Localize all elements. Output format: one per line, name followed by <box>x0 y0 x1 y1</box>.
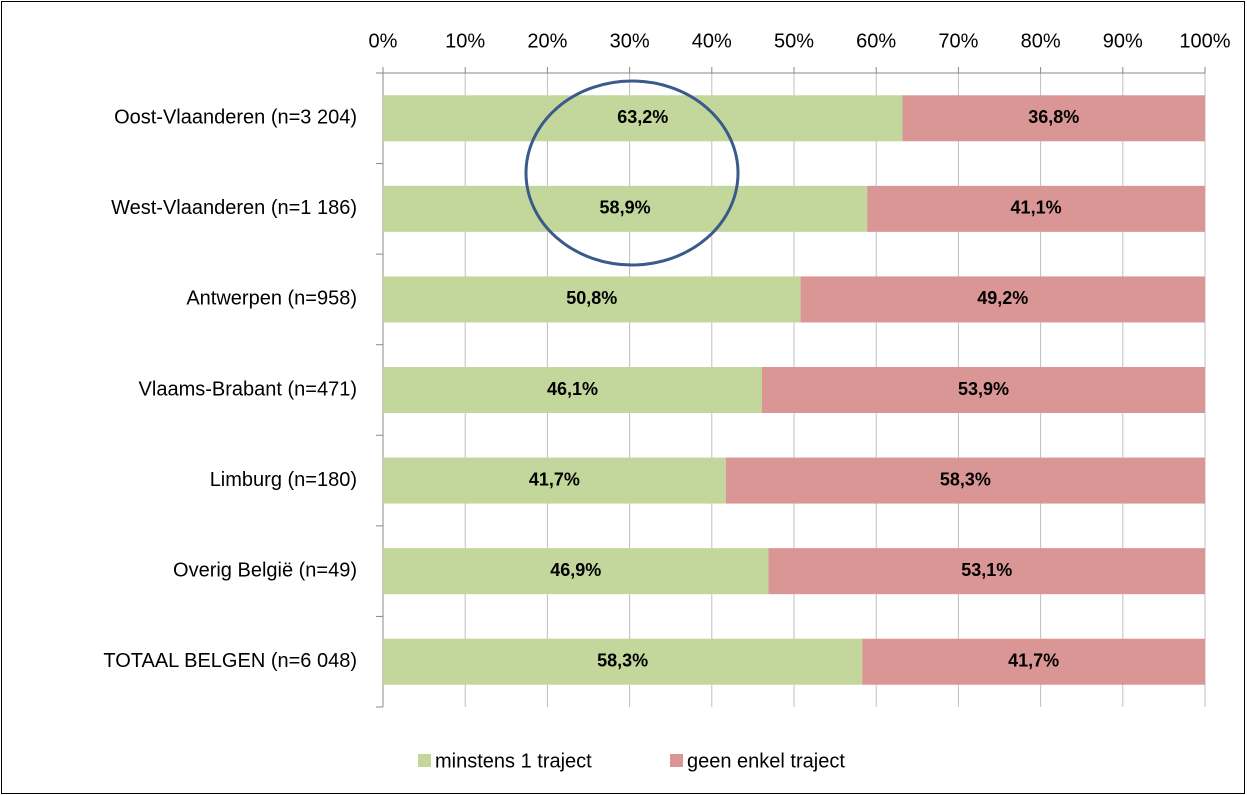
data-label: 53,9% <box>958 379 1009 399</box>
bar-segment <box>383 548 769 595</box>
data-label: 36,8% <box>1028 107 1079 127</box>
data-label: 49,2% <box>977 288 1028 308</box>
x-tick-label: 0% <box>369 30 398 52</box>
x-tick-label: 10% <box>445 30 485 52</box>
data-label: 50,8% <box>566 288 617 308</box>
x-tick-label: 30% <box>610 30 650 52</box>
bar-segment <box>800 276 1205 323</box>
y-tick-label: Oost-Vlaanderen (n=3 204) <box>114 107 357 129</box>
bars <box>383 95 1205 685</box>
legend-swatch <box>418 754 431 767</box>
bar-segment <box>768 548 1205 595</box>
bar-segment <box>383 185 868 232</box>
x-tick-label: 100% <box>1179 30 1230 52</box>
bar-segment <box>902 95 1205 142</box>
data-label: 41,1% <box>1011 198 1062 218</box>
legend-label: geen enkel traject <box>687 750 845 772</box>
bar-segment <box>383 276 801 323</box>
bar-segment <box>761 367 1205 413</box>
x-tick-label: 40% <box>692 30 732 52</box>
y-tick-label: Overig België (n=49) <box>173 559 357 581</box>
data-label: 58,3% <box>597 650 648 670</box>
highlight-circle <box>524 79 740 267</box>
y-tick-label: Limburg (n=180) <box>210 469 357 491</box>
x-tick-label: 50% <box>774 30 814 52</box>
bar-segment <box>383 457 726 504</box>
y-tick-label: Antwerpen (n=958) <box>186 288 357 310</box>
x-tick-label: 70% <box>938 30 978 52</box>
bar-segment <box>383 367 762 413</box>
data-label: 53,1% <box>961 560 1012 580</box>
data-label: 63,2% <box>617 107 668 127</box>
data-label: 41,7% <box>529 469 580 489</box>
data-label: 46,9% <box>550 560 601 580</box>
y-tick-label: TOTAAL BELGEN (n=6 048) <box>103 650 357 672</box>
x-tick-label: 80% <box>1021 30 1061 52</box>
data-label: 46,1% <box>547 379 598 399</box>
data-label: 58,3% <box>940 469 991 489</box>
x-tick-label: 90% <box>1103 30 1143 52</box>
y-tick-label: Vlaams-Brabant (n=471) <box>139 378 357 400</box>
y-tick-label: West-Vlaanderen (n=1 186) <box>111 197 357 219</box>
x-tick-label: 60% <box>856 30 896 52</box>
bar-segment <box>383 95 903 142</box>
bar-segment <box>725 457 1205 504</box>
legend-label: minstens 1 traject <box>435 750 592 772</box>
x-tick-label: 20% <box>527 30 567 52</box>
bar-segment <box>383 638 863 685</box>
data-label: 58,9% <box>600 198 651 218</box>
legend-swatch <box>670 754 683 767</box>
bar-segment <box>862 638 1205 685</box>
data-label: 41,7% <box>1008 650 1059 670</box>
bar-segment <box>867 185 1205 232</box>
